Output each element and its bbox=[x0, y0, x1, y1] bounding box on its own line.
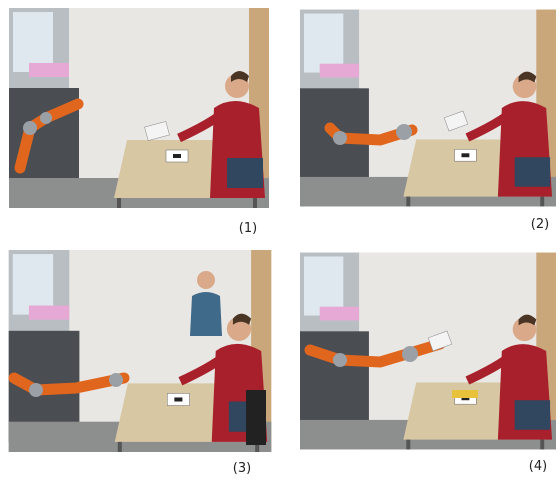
panel-2 bbox=[300, 10, 556, 207]
panel-label: (3) bbox=[233, 461, 251, 476]
panel-label: (2) bbox=[531, 217, 549, 232]
panel-1 bbox=[9, 8, 269, 208]
panel-label: (4) bbox=[529, 459, 547, 474]
panel-3 bbox=[9, 250, 272, 452]
panel-4 bbox=[300, 253, 556, 450]
panel-label: (1) bbox=[239, 221, 257, 236]
